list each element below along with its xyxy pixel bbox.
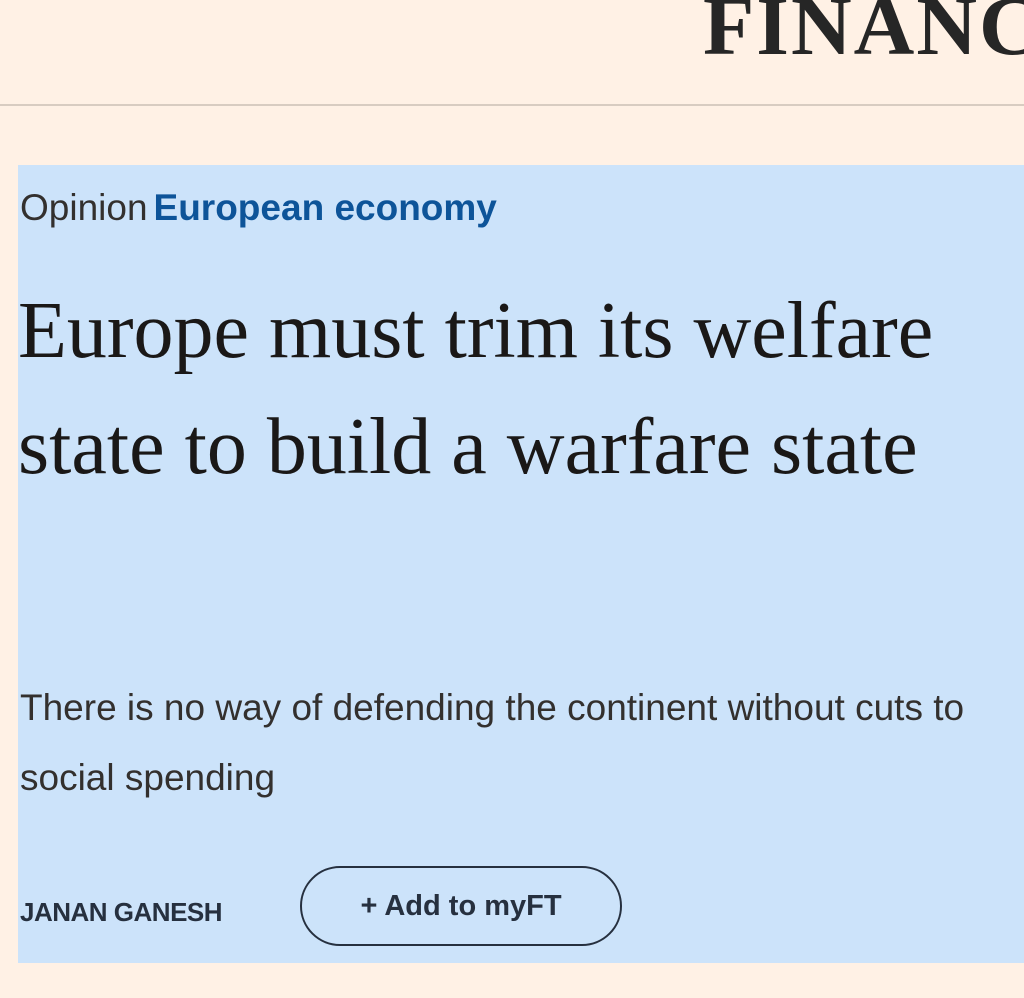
masthead[interactable]: FINANC xyxy=(703,0,1024,73)
standfirst: There is no way of defending the contine… xyxy=(20,687,965,798)
headline: Europe must trim its welfare state to bu… xyxy=(18,287,934,491)
article-header: Opinion European economy Europe must trim… xyxy=(18,165,1024,963)
topic: Opinion European economy xyxy=(20,187,497,229)
topic-label: Opinion xyxy=(20,187,148,228)
byline[interactable]: JANAN GANESH xyxy=(20,897,223,927)
add-to-myft-button[interactable]: + Add to myFT xyxy=(300,866,622,946)
topic-name[interactable]: European economy xyxy=(153,187,497,228)
divider xyxy=(0,104,1024,106)
